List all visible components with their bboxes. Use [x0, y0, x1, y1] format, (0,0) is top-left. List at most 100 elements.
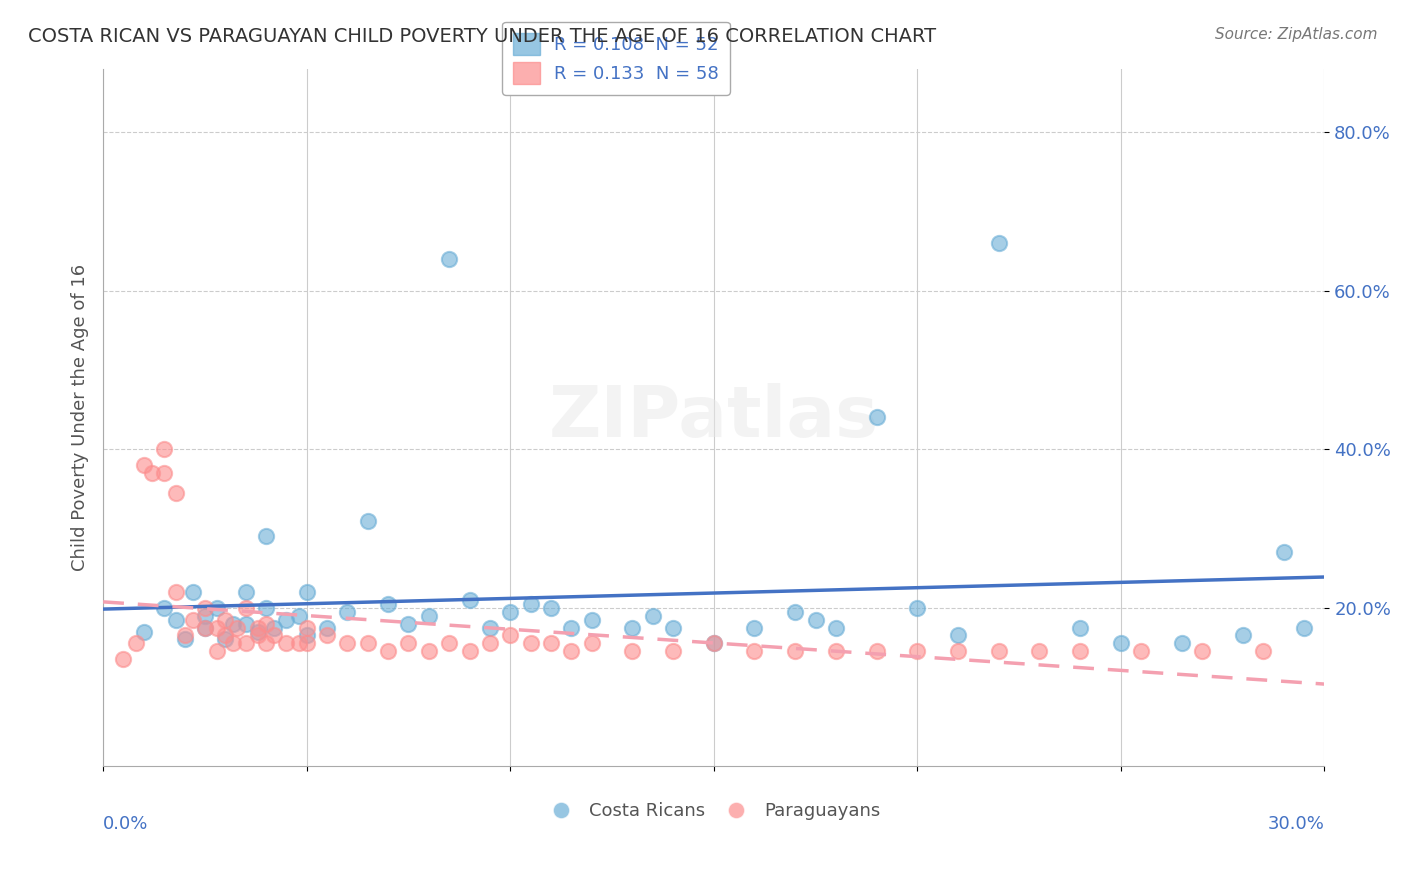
Point — [865, 410, 887, 425]
Point — [1109, 636, 1132, 650]
Point — [458, 644, 481, 658]
Point — [987, 235, 1010, 250]
Point — [581, 613, 603, 627]
Point — [165, 485, 187, 500]
Text: Source: ZipAtlas.com: Source: ZipAtlas.com — [1215, 27, 1378, 42]
Point — [621, 644, 644, 658]
Point — [276, 636, 298, 650]
Point — [141, 466, 163, 480]
Point — [946, 628, 969, 642]
Point — [1069, 644, 1091, 658]
Point — [205, 621, 228, 635]
Point — [132, 458, 155, 472]
Point — [153, 442, 176, 457]
Point — [235, 585, 257, 599]
Point — [222, 636, 245, 650]
Point — [112, 652, 135, 666]
Point — [1292, 621, 1315, 635]
Point — [246, 624, 269, 639]
Point — [519, 636, 541, 650]
Point — [181, 585, 204, 599]
Point — [295, 585, 318, 599]
Point — [703, 636, 725, 650]
Point — [263, 628, 285, 642]
Point — [336, 605, 359, 619]
Point — [905, 644, 928, 658]
Point — [703, 636, 725, 650]
Point — [214, 628, 236, 642]
Point — [357, 514, 380, 528]
Point — [263, 621, 285, 635]
Point — [194, 600, 217, 615]
Point — [153, 600, 176, 615]
Point — [173, 628, 195, 642]
Point — [235, 636, 257, 650]
Point — [235, 600, 257, 615]
Point — [194, 608, 217, 623]
Text: ZIPatlas: ZIPatlas — [548, 383, 879, 452]
Point — [418, 644, 440, 658]
Point — [1069, 621, 1091, 635]
Point — [499, 628, 522, 642]
Point — [276, 613, 298, 627]
Point — [226, 621, 249, 635]
Point — [246, 621, 269, 635]
Point — [581, 636, 603, 650]
Point — [295, 628, 318, 642]
Point — [173, 632, 195, 647]
Point — [1191, 644, 1213, 658]
Point — [205, 644, 228, 658]
Point — [1232, 628, 1254, 642]
Point — [153, 466, 176, 480]
Point — [1028, 644, 1050, 658]
Point — [246, 628, 269, 642]
Legend: Costa Ricans, Paraguayans: Costa Ricans, Paraguayans — [540, 795, 887, 827]
Point — [194, 621, 217, 635]
Point — [377, 597, 399, 611]
Point — [478, 636, 501, 650]
Point — [398, 636, 420, 650]
Point — [825, 644, 848, 658]
Point — [418, 608, 440, 623]
Point — [621, 621, 644, 635]
Point — [295, 636, 318, 650]
Point — [214, 613, 236, 627]
Point — [946, 644, 969, 658]
Point — [987, 644, 1010, 658]
Point — [235, 616, 257, 631]
Point — [165, 585, 187, 599]
Point — [254, 600, 277, 615]
Point — [540, 636, 562, 650]
Text: 30.0%: 30.0% — [1268, 815, 1324, 833]
Point — [662, 644, 685, 658]
Point — [744, 644, 766, 658]
Y-axis label: Child Poverty Under the Age of 16: Child Poverty Under the Age of 16 — [72, 264, 89, 571]
Point — [377, 644, 399, 658]
Point — [519, 597, 541, 611]
Point — [222, 616, 245, 631]
Point — [1272, 545, 1295, 559]
Point — [804, 613, 827, 627]
Point — [905, 600, 928, 615]
Point — [214, 632, 236, 647]
Point — [295, 621, 318, 635]
Point — [398, 616, 420, 631]
Point — [785, 605, 807, 619]
Point — [357, 636, 380, 650]
Point — [865, 644, 887, 658]
Point — [1130, 644, 1153, 658]
Point — [194, 621, 217, 635]
Point — [825, 621, 848, 635]
Text: COSTA RICAN VS PARAGUAYAN CHILD POVERTY UNDER THE AGE OF 16 CORRELATION CHART: COSTA RICAN VS PARAGUAYAN CHILD POVERTY … — [28, 27, 936, 45]
Point — [316, 628, 339, 642]
Point — [287, 608, 309, 623]
Point — [1253, 644, 1275, 658]
Point — [499, 605, 522, 619]
Point — [181, 613, 204, 627]
Point — [254, 529, 277, 543]
Point — [785, 644, 807, 658]
Point — [458, 592, 481, 607]
Point — [560, 644, 582, 658]
Point — [132, 624, 155, 639]
Point — [205, 600, 228, 615]
